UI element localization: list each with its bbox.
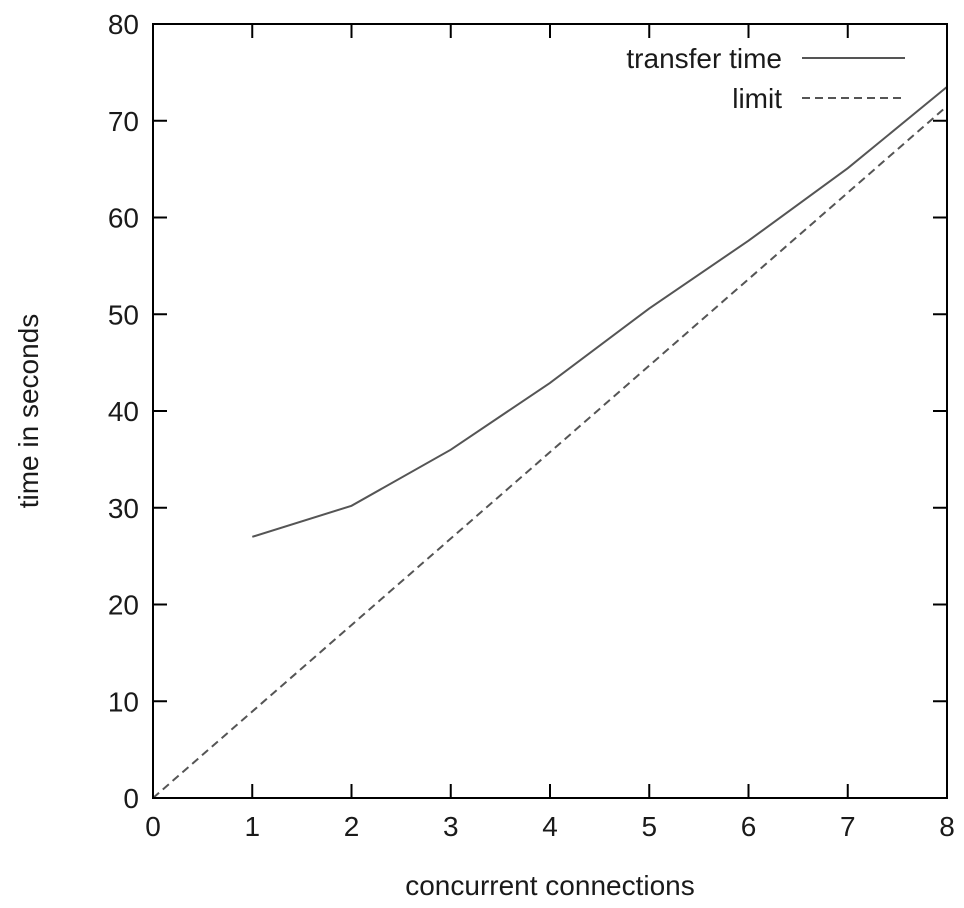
y-tick-label: 10: [108, 686, 139, 717]
legend-label: transfer time: [626, 43, 782, 74]
y-tick-label: 70: [108, 106, 139, 137]
x-tick-label: 6: [741, 811, 757, 842]
series-line-limit: [153, 106, 947, 798]
y-tick-label: 20: [108, 590, 139, 621]
x-tick-label: 5: [641, 811, 657, 842]
x-tick-label: 1: [244, 811, 260, 842]
x-axis-title: concurrent connections: [405, 870, 695, 901]
series-lines: [153, 87, 947, 798]
x-tick-label: 3: [443, 811, 459, 842]
y-tick-label: 40: [108, 396, 139, 427]
y-tick-label: 30: [108, 493, 139, 524]
axis-ticks: [153, 24, 947, 798]
plot-frame: [153, 24, 947, 798]
x-tick-label: 7: [840, 811, 856, 842]
y-tick-label: 60: [108, 203, 139, 234]
x-tick-label: 8: [939, 811, 955, 842]
x-tick-label: 0: [145, 811, 161, 842]
series-line-transfer-time: [252, 87, 947, 537]
y-tick-label: 50: [108, 299, 139, 330]
x-tick-label: 2: [344, 811, 360, 842]
y-tick-label: 80: [108, 9, 139, 40]
y-tick-label: 0: [123, 783, 139, 814]
legend: transfer time limit: [626, 43, 905, 114]
x-tick-label: 4: [542, 811, 558, 842]
y-axis-title: time in seconds: [13, 314, 44, 509]
legend-label: limit: [732, 83, 782, 114]
